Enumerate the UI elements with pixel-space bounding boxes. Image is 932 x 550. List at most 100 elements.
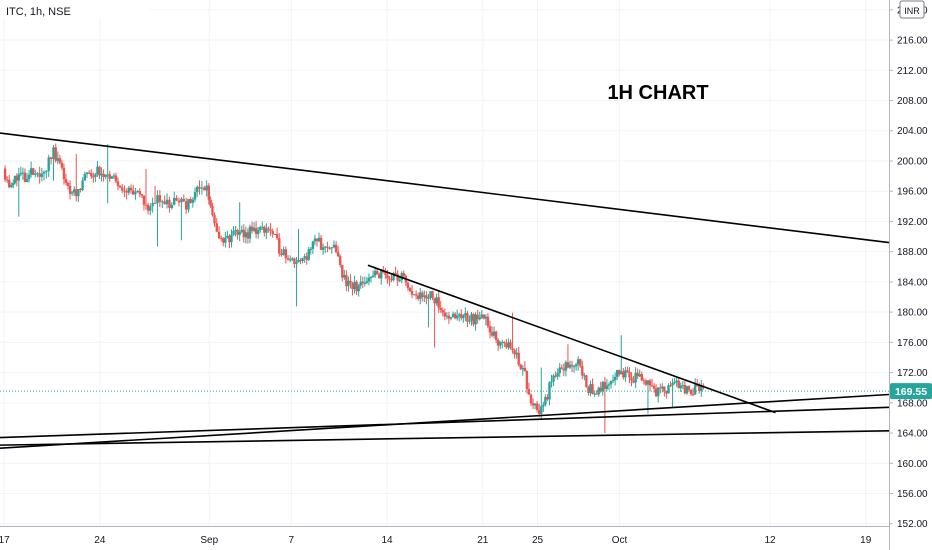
candle-body	[209, 199, 212, 207]
candle	[414, 290, 418, 300]
candle-body	[449, 317, 453, 319]
candle-body	[570, 364, 574, 367]
candle-body	[83, 174, 86, 181]
candle	[215, 217, 218, 233]
candle	[47, 154, 50, 178]
candle	[406, 281, 410, 291]
candle-body	[271, 230, 274, 234]
candle-body	[72, 189, 76, 193]
candle	[209, 196, 212, 208]
candle	[52, 144, 55, 181]
candle-body	[138, 190, 141, 195]
y-tick-label: 212.00	[897, 66, 928, 77]
trendline[interactable]	[367, 264, 776, 414]
candle	[507, 338, 510, 350]
candle	[648, 378, 652, 392]
candle	[681, 381, 685, 390]
candle	[464, 307, 467, 322]
candle	[118, 185, 122, 189]
candle	[70, 190, 74, 196]
candle	[654, 384, 658, 397]
candle-body	[552, 375, 555, 382]
candle	[671, 378, 674, 407]
candle	[305, 252, 308, 265]
candle-body	[669, 385, 672, 387]
candle	[64, 173, 68, 186]
candle-body	[464, 313, 467, 316]
candle	[94, 172, 97, 182]
candle-body	[127, 187, 131, 193]
price-axis[interactable]: 220.00216.00212.00208.00204.00200.00196.…	[889, 5, 928, 530]
candle	[102, 169, 105, 182]
candle	[328, 246, 331, 250]
trendline[interactable]	[0, 132, 890, 244]
candle-body	[267, 228, 270, 230]
candle-body	[599, 387, 602, 392]
candle-body	[144, 204, 148, 206]
candle	[470, 312, 473, 326]
candle-body	[433, 298, 436, 304]
candle	[624, 366, 627, 382]
candle-body	[640, 374, 643, 381]
candle-body	[92, 176, 95, 178]
candle-body	[106, 174, 109, 176]
candle-body	[568, 364, 572, 368]
candle-body	[509, 342, 512, 349]
candle-body	[689, 389, 693, 395]
candle-body	[538, 410, 541, 414]
candle-body	[574, 364, 578, 367]
candle	[554, 371, 557, 378]
candle	[447, 311, 451, 324]
candle-body	[220, 238, 223, 240]
candle	[144, 168, 148, 210]
candle-body	[611, 380, 615, 382]
candle-body	[427, 297, 430, 299]
candle-body	[533, 403, 537, 406]
candle	[622, 367, 625, 380]
candle-body	[52, 147, 55, 160]
candle-body	[363, 282, 367, 284]
candle-body	[531, 403, 535, 406]
candle	[665, 390, 668, 399]
candle-body	[309, 248, 313, 250]
candle	[273, 233, 277, 236]
candle	[151, 197, 154, 213]
candle	[583, 372, 586, 381]
candle	[570, 360, 574, 373]
candle-body	[626, 370, 629, 372]
candle-body	[191, 199, 195, 203]
candle-body	[624, 370, 627, 378]
candle	[390, 274, 393, 283]
candle	[423, 290, 426, 303]
y-tick-label: 208.00	[897, 96, 928, 107]
candle-body	[437, 297, 440, 308]
candle-body	[560, 367, 563, 369]
candle	[552, 373, 555, 387]
candle-body	[650, 385, 654, 387]
candle-body	[142, 195, 146, 205]
candle-body	[486, 316, 490, 327]
candle-body	[419, 292, 422, 299]
candle-body	[558, 367, 561, 374]
time-axis[interactable]: 17 24 Sep 7 14 21 25 Oct 12 19	[0, 535, 872, 546]
candle	[5, 176, 9, 184]
candle-body	[517, 352, 520, 365]
candle-body	[507, 342, 510, 348]
candle	[129, 184, 133, 194]
candle	[182, 194, 185, 203]
candle-body	[609, 381, 613, 385]
trendline[interactable]	[0, 429, 890, 446]
candle	[490, 326, 494, 338]
candle-body	[375, 270, 379, 275]
trendline[interactable]	[0, 406, 890, 439]
candle	[380, 269, 383, 285]
trendline[interactable]	[0, 393, 890, 449]
candle	[593, 391, 596, 397]
candle-body	[447, 315, 451, 319]
candle-body	[10, 184, 13, 188]
candle-body	[265, 228, 268, 233]
candle	[525, 370, 529, 394]
candle-body	[460, 314, 463, 318]
candle	[595, 390, 598, 395]
